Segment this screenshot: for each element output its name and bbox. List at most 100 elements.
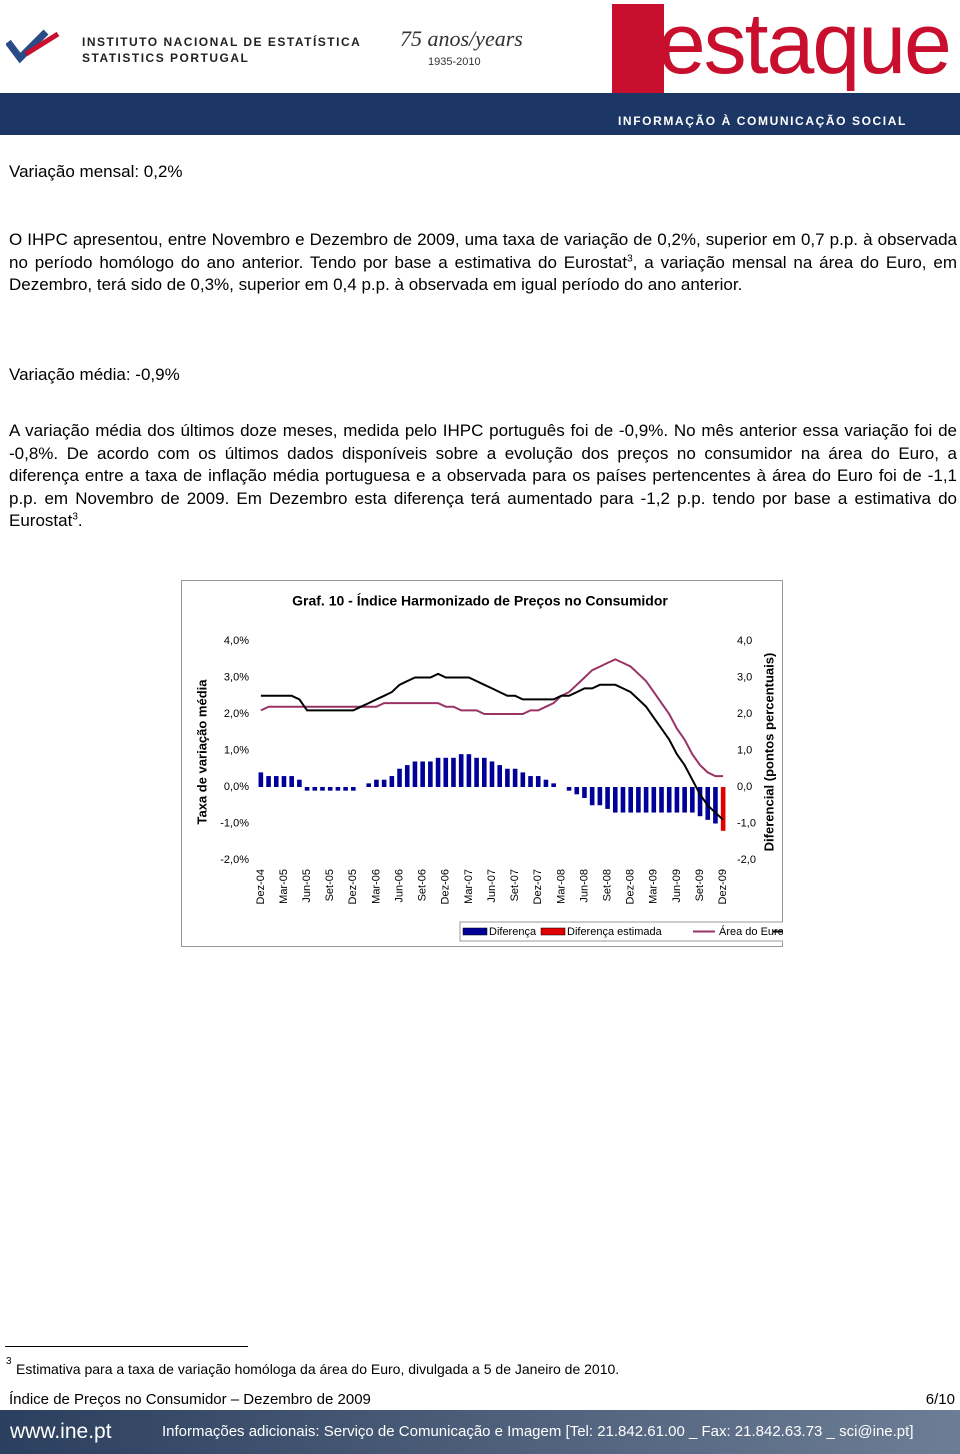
- y2-tick-label: 4,0: [737, 635, 752, 647]
- y2-axis-title: Diferencial (pontos percentuais): [761, 653, 776, 852]
- y2-tick-label: -1,0: [737, 817, 756, 829]
- y-tick-label: 4,0%: [224, 635, 249, 647]
- y2-tick-label: 3,0: [737, 671, 752, 683]
- footnote-ref: 3: [72, 511, 78, 523]
- bar: [551, 783, 556, 787]
- anniversary: 75 anos/years: [400, 26, 523, 51]
- site: www.ine.pt: [10, 1420, 112, 1443]
- y2-tick-label: 1,0: [737, 744, 752, 756]
- bar: [682, 787, 687, 813]
- bar: [481, 757, 487, 787]
- banner: www.ine.pt Informações adicionais: Servi…: [0, 1410, 960, 1454]
- bar: [620, 787, 626, 813]
- bar: [628, 787, 633, 813]
- brand-block: [612, 4, 664, 93]
- bar: [597, 787, 603, 806]
- x-tick-label: Dez-04: [255, 869, 267, 904]
- y2-tick-label: 2,0: [737, 708, 752, 720]
- tagline: INFORMAÇÃO À COMUNICAÇÃO SOCIAL: [618, 114, 907, 128]
- x-tick-label: Jun-06: [393, 869, 405, 903]
- contact-info: Informações adicionais: Serviço de Comun…: [162, 1423, 914, 1440]
- bar: [690, 787, 695, 813]
- x-tick-label: Mar-07: [463, 869, 475, 904]
- legend-label: Diferença estimada: [567, 926, 663, 938]
- bar: [543, 779, 549, 787]
- bar: [582, 787, 587, 798]
- bar: [420, 761, 425, 787]
- line: [260, 672, 724, 821]
- x-tick-label: Dez-08: [625, 869, 637, 904]
- bar: [327, 787, 333, 791]
- legend-label: Diferença: [489, 926, 537, 938]
- ine-logo: [5, 28, 62, 64]
- bar: [705, 787, 711, 820]
- bar: [651, 787, 657, 813]
- chart-title: Graf. 10 - Índice Harmonizado de Preços …: [292, 593, 668, 609]
- x-tick-label: Jun-07: [486, 869, 498, 903]
- bar: [289, 776, 294, 787]
- bar: [273, 776, 279, 787]
- legend-label: Área do Euro: [719, 925, 783, 938]
- text: .: [77, 511, 83, 530]
- bar: [505, 768, 510, 787]
- paragraph: O IHPC apresentou, entre Novembro e Deze…: [9, 229, 957, 297]
- anniversary-years: 1935-2010: [428, 56, 481, 68]
- y2-tick-label: 0,0: [737, 781, 752, 793]
- y2-tick-label: -2,0: [737, 854, 756, 866]
- bar: [458, 754, 464, 787]
- bar: [397, 768, 402, 787]
- x-tick-label: Dez-07: [532, 869, 544, 904]
- footnote-rule: [5, 1346, 248, 1347]
- bar: [404, 765, 410, 787]
- bar: [713, 787, 718, 824]
- bar: [389, 776, 395, 787]
- bar: [335, 787, 341, 791]
- bar: [643, 787, 649, 813]
- bar: [497, 765, 503, 787]
- bar: [366, 783, 372, 787]
- y-tick-label: 1,0%: [224, 744, 249, 756]
- bar: [343, 787, 348, 791]
- bar: [520, 772, 526, 787]
- x-tick-label: Dez-05: [347, 869, 359, 904]
- bar: [512, 768, 518, 787]
- legend-swatch: [462, 927, 488, 936]
- x-tick-label: Jun-05: [301, 869, 313, 903]
- x-tick-label: Set-06: [417, 869, 429, 901]
- logo-mark: [5, 29, 60, 64]
- y-tick-label: 3,0%: [224, 671, 249, 683]
- bar: [312, 787, 318, 791]
- x-tick-label: Jun-09: [671, 869, 683, 903]
- header-band: [0, 93, 960, 135]
- bar: [528, 776, 533, 787]
- footnote-number: 3: [6, 1356, 12, 1367]
- y-tick-label: 2,0%: [224, 708, 249, 720]
- bar: [281, 776, 287, 787]
- bar: [266, 776, 271, 787]
- y-axis-title: Taxa de variação média: [194, 679, 209, 825]
- bar: [351, 787, 356, 791]
- legend-swatch: [540, 927, 566, 936]
- brand: destaque: [612, 0, 952, 92]
- bar: [258, 772, 264, 787]
- x-tick-label: Mar-09: [648, 869, 660, 904]
- x-tick-label: Set-08: [601, 869, 613, 901]
- footnote-ref: 3: [627, 252, 633, 264]
- x-tick-label: Mar-05: [278, 869, 290, 904]
- bar: [320, 787, 325, 791]
- y-tick-label: 0,0%: [224, 781, 249, 793]
- text: O IHPC apresentou, entre Novembro e Deze…: [9, 230, 957, 272]
- bar: [466, 754, 472, 787]
- bar: [435, 757, 441, 787]
- bar: [304, 787, 310, 791]
- bar: [612, 787, 618, 813]
- x-tick-label: Dez-09: [717, 869, 729, 904]
- bar: [374, 779, 379, 787]
- y-tick-label: -2,0%: [220, 854, 249, 866]
- text: , a variação mensal na área do Euro, em …: [9, 252, 957, 295]
- bar: [381, 779, 387, 787]
- bar: [574, 787, 580, 795]
- footer-title: Índice de Preços no Consumidor – Dezembr…: [9, 1391, 371, 1408]
- bar: [297, 779, 302, 787]
- bar: [412, 761, 418, 787]
